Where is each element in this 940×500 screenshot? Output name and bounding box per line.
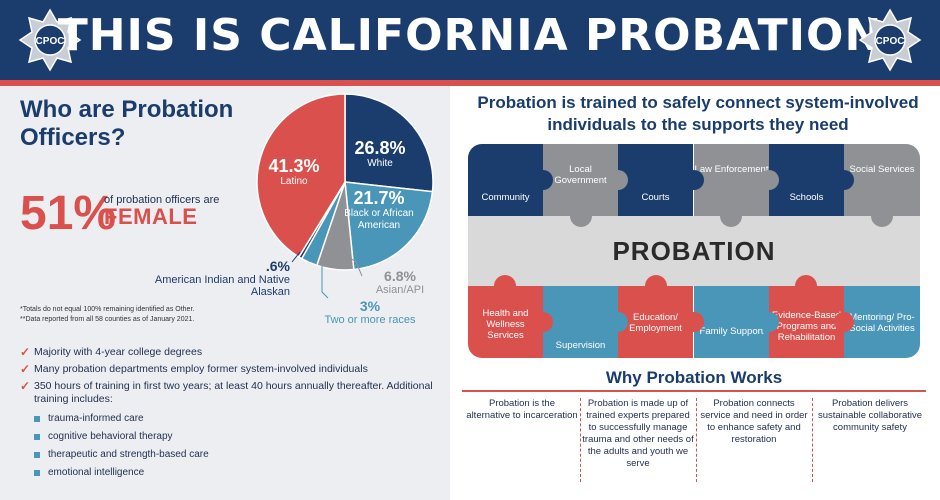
pie-label-american-indian: .6% American Indian and Native Alaskan <box>154 258 290 298</box>
puzzle-piece-local-government: Local Government <box>543 144 618 216</box>
why-separator <box>580 398 581 482</box>
supports-title: Probation is trained to safely connect s… <box>477 93 919 134</box>
why-separator <box>812 398 813 482</box>
ethnicity-pie-chart <box>255 92 435 272</box>
why-divider <box>462 390 926 392</box>
header-banner: CPOC THIS IS CALIFORNIA PROBATION CPOC <box>0 0 940 80</box>
pie-slice-latino <box>256 93 346 258</box>
why-reason: Probation delivers sustainable collabora… <box>817 398 923 433</box>
puzzle-piece-courts: Courts <box>618 144 693 216</box>
pie-label-white: 26.8% White <box>354 138 406 169</box>
puzzle-piece-mentoring: Mentoring/ Pro-Social Activities <box>844 286 920 358</box>
cpoc-badge-icon: CPOC <box>18 8 82 72</box>
page-title: THIS IS CALIFORNIA PROBATION <box>57 10 883 61</box>
female-stat-text: of probation officers are <box>104 194 220 206</box>
puzzle-knobs <box>468 170 920 332</box>
who-title: Who are Probation Officers? <box>20 96 234 151</box>
pie-svg <box>256 93 434 271</box>
puzzle-piece-health: Health and Wellness Services <box>468 286 543 358</box>
pie-slice-white <box>344 93 434 193</box>
checkmark-icon: ✓ <box>20 362 31 376</box>
pie-label-two-races: 3% Two or more races <box>324 298 416 326</box>
training-item: therapeutic and strength-based care <box>34 446 440 464</box>
checkmark-icon: ✓ <box>20 345 31 359</box>
fact-item: ✓ Majority with 4-year college degrees <box>20 345 203 359</box>
header-divider <box>0 80 940 86</box>
puzzle-piece-family-support: Family Support <box>694 286 769 358</box>
why-reason: Probation is the alternative to incarcer… <box>466 398 578 421</box>
why-title: Why Probation Works <box>605 368 783 387</box>
bullet-square-icon <box>34 470 40 476</box>
bullet-square-icon <box>34 434 40 440</box>
why-reason: Probation is made up of trained experts … <box>582 398 694 469</box>
pie-label-black: 21.7% Black or African American <box>344 188 414 231</box>
training-item: cognitive behavioral therapy <box>34 428 440 446</box>
puzzle-piece-social-services: Social Services <box>844 144 920 216</box>
fact-item: ✓ 350 hours of training in first two yea… <box>20 379 433 406</box>
probation-band <box>468 216 920 286</box>
bullet-square-icon <box>34 416 40 422</box>
bullet-square-icon <box>34 452 40 458</box>
puzzle-piece-community: Community <box>468 144 543 216</box>
probation-label: PROBATION <box>612 236 776 266</box>
checkmark-icon: ✓ <box>20 379 31 393</box>
pie-label-asian: 6.8% Asian/API <box>375 268 425 296</box>
supports-puzzle: PROBATION Community Local Government Cou… <box>468 144 920 358</box>
pie-label-latino: 41.3% Latino <box>268 156 320 187</box>
footnote-data: **Data reported from all 58 counties as … <box>20 316 195 323</box>
puzzle-piece-supervision: Supervision <box>543 286 618 358</box>
training-item: emotional intelligence <box>34 464 440 482</box>
cpoc-badge-icon: CPOC <box>858 8 922 72</box>
puzzle-piece-law-enforcement: Law Enforcement <box>694 144 769 216</box>
svg-text:CPOC: CPOC <box>876 36 905 47</box>
officer-facts-list: ✓ Majority with 4-year college degrees ✓… <box>20 346 440 482</box>
why-reason: Probation connects service and need in o… <box>700 398 808 445</box>
puzzle-piece-education: Education/ Employment <box>618 286 693 358</box>
female-stat-highlight: FEMALE <box>104 204 198 229</box>
female-stat-number: 51% <box>20 187 117 240</box>
footnote-other: *Totals do not equal 100% remaining iden… <box>20 306 195 313</box>
svg-text:CPOC: CPOC <box>36 36 65 47</box>
why-separator <box>696 398 697 482</box>
training-item: trauma-informed care <box>34 410 440 428</box>
puzzle-piece-evidence-based: Evidence-Based Programs and Rehabilitati… <box>769 286 844 358</box>
puzzle-piece-schools: Schools <box>769 144 844 216</box>
pie-slice-black-or-african-american <box>344 181 434 271</box>
fact-item: ✓ Many probation departments employ form… <box>20 362 368 376</box>
